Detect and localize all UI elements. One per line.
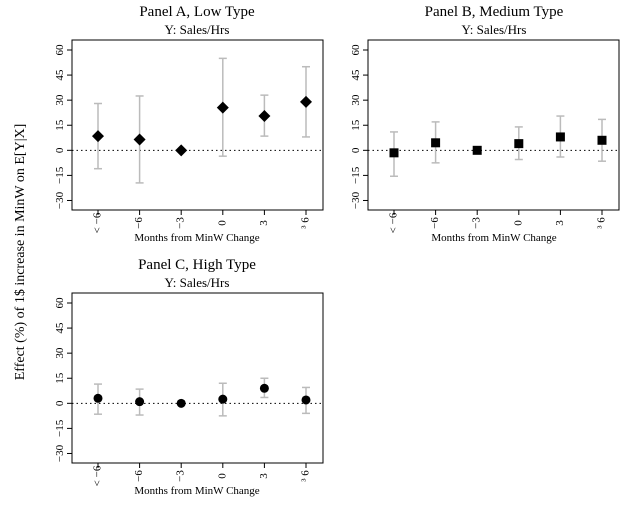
data-point-square — [555, 132, 565, 142]
data-point-square — [597, 135, 607, 145]
plot-frame — [71, 292, 324, 464]
x-tick-label: ³ 6 — [300, 217, 312, 229]
panel-title: Panel A, Low Type — [139, 4, 255, 20]
panel-subtitle: Y: Sales/Hrs — [165, 22, 230, 37]
panel-title: Panel B, Medium Type — [425, 4, 564, 20]
y-tick-label: 15 — [54, 119, 66, 130]
data-point-square — [431, 138, 441, 148]
x-tick-label: 3 — [258, 473, 270, 479]
panel-subtitle: Y: Sales/Hrs — [165, 275, 230, 290]
y-axis-label: Effect (%) of 1$ increase in MinW on E[Y… — [13, 124, 28, 381]
data-point-circle — [93, 393, 103, 403]
data-point-diamond — [175, 144, 188, 157]
x-tick-label: 3 — [554, 220, 566, 226]
y-tick-label: −30 — [54, 191, 66, 209]
x-tick-label: −3 — [175, 217, 187, 229]
plot-frame — [71, 39, 324, 211]
x-tick-label: < −6 — [388, 212, 400, 233]
x-tick-label: −3 — [175, 470, 187, 482]
data-point-circle — [301, 395, 311, 405]
y-tick-label: 30 — [54, 347, 66, 359]
data-point-diamond — [300, 95, 312, 108]
y-tick-label: 0 — [54, 400, 66, 406]
y-tick-label: −15 — [54, 419, 66, 437]
x-tick-label: −6 — [133, 470, 145, 482]
data-point-diamond — [216, 101, 229, 114]
data-point-circle — [135, 397, 145, 407]
y-tick-label: 45 — [54, 322, 66, 334]
x-tick-label: 0 — [216, 220, 228, 226]
y-tick-label: −30 — [350, 191, 362, 209]
y-tick-label: −15 — [350, 166, 362, 184]
x-axis-label: Months from MinW Change — [134, 232, 259, 244]
x-tick-label: −6 — [133, 217, 145, 229]
x-tick-label: 0 — [512, 220, 524, 226]
y-tick-label: 45 — [54, 69, 66, 81]
y-tick-label: 45 — [350, 69, 362, 81]
y-tick-label: −15 — [54, 166, 66, 184]
data-point-circle — [218, 394, 228, 404]
x-tick-label: −6 — [429, 217, 441, 229]
data-point-square — [389, 148, 399, 158]
y-tick-label: 0 — [54, 147, 66, 153]
y-tick-label: −30 — [54, 444, 66, 462]
data-point-square — [514, 139, 524, 149]
x-tick-label: ³ 6 — [300, 470, 312, 482]
data-point-circle — [176, 398, 186, 408]
panel-subtitle: Y: Sales/Hrs — [462, 22, 527, 37]
plot-frame — [367, 39, 620, 211]
y-tick-label: 30 — [54, 94, 66, 106]
data-point-diamond — [92, 130, 104, 143]
data-point-diamond — [133, 133, 146, 146]
data-point-circle — [259, 383, 269, 393]
y-tick-label: 30 — [350, 94, 362, 106]
x-tick-label: 3 — [258, 220, 270, 226]
x-tick-label: −3 — [471, 217, 483, 229]
y-tick-label: 60 — [54, 297, 66, 309]
x-tick-label: < −6 — [92, 465, 104, 486]
y-tick-label: 60 — [350, 44, 362, 56]
panel-title: Panel C, High Type — [138, 257, 256, 273]
data-point-square — [472, 145, 482, 155]
data-point-diamond — [258, 110, 271, 123]
y-tick-label: 60 — [54, 44, 66, 56]
x-tick-label: < −6 — [92, 212, 104, 233]
x-tick-label: 0 — [216, 473, 228, 479]
x-tick-label: ³ 6 — [596, 217, 608, 229]
y-tick-label: 0 — [350, 147, 362, 153]
x-axis-label: Months from MinW Change — [431, 232, 556, 244]
y-tick-label: 15 — [54, 372, 66, 384]
y-tick-label: 15 — [350, 119, 362, 130]
x-axis-label: Months from MinW Change — [134, 485, 259, 497]
